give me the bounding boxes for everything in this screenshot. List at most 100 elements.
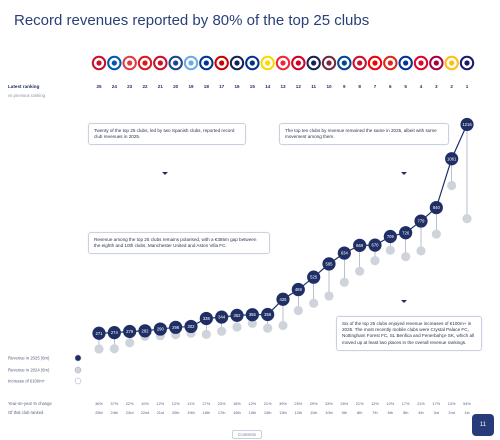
data-label: 279 [126,329,134,334]
footer-row2-label: Of that club ranked [8,410,44,415]
point-2024 [416,246,426,256]
data-label: 670 [372,243,380,248]
data-label: 469 [295,287,303,292]
latest-rank-tick: 1 [466,84,469,89]
callout-record-revenues: Twenty of the top 25 clubs, led by two S… [88,123,246,146]
latest-rank-tick: 18 [204,84,210,89]
latest-rank-tick: 12 [296,84,302,89]
legend-marker [74,377,82,385]
point-2025 [153,322,167,336]
footer-row1-value: 26% [340,401,348,406]
club-crest-icon [280,60,286,66]
footer-row2-value: 7th [372,410,377,415]
latest-rank-tick: 2 [450,84,453,89]
latest-rank-tick: 14 [265,84,271,89]
footer-row1-value: 27% [202,401,210,406]
point-2025 [199,311,213,326]
footer-row1-value: 12% [248,401,256,406]
data-label: 709 [387,234,395,239]
footer-row2-value: 16th [233,410,241,415]
club-crest-icon [203,60,209,66]
data-label: 355 [249,312,257,317]
footer-row2-value: 5th [403,410,408,415]
footer-row1-value: 18% [233,401,241,406]
data-label: 1216 [462,122,472,127]
point-2024 [370,255,380,266]
footer-row2-value: 8th [357,410,362,415]
club-crest-icon [265,60,271,66]
data-label: 840 [433,205,441,210]
footer-row1-value: 23% [218,401,226,406]
callout-top-ten: The top ten clubs by revenue remained th… [279,123,449,146]
legend-marker [74,354,82,362]
data-label: 1061 [447,156,457,161]
footer-row1-value: 29% [310,401,318,406]
point-2024 [293,305,303,316]
latest-rank-tick: 20 [173,84,179,89]
contents-button[interactable]: Contents [232,430,263,439]
point-2024 [247,318,257,328]
data-label: 274 [111,330,119,335]
chevron-down-icon [162,172,168,175]
club-crest-icon [295,60,301,66]
point-2024 [94,344,104,354]
point-2025 [399,226,413,240]
chevron-down-icon [401,172,407,175]
latest-rank-tick: 23 [127,84,133,89]
footer-row2-value: 25th [95,410,103,415]
legend-label: Revenue in 2025 (€m) [8,356,50,361]
footer-row1-value: 54% [463,401,471,406]
footer-row1-value: 12% [172,401,180,406]
point-2024 [263,323,273,333]
footer-row2-value: 11th [310,410,317,415]
point-2025 [322,257,336,271]
legend-label: Revenue in 2024 (€m) [8,368,50,373]
footer-row1-value: 10% [386,401,394,406]
point-2024 [447,180,457,191]
club-crest-icon [311,60,317,66]
point-2025 [184,319,198,334]
footer-row2-value: 18th [203,410,211,415]
point-2025 [261,307,275,322]
club-crest-icon [249,60,255,66]
latest-rank-tick: 8 [358,84,361,89]
point-2025 [291,282,305,297]
point-2025 [215,310,229,324]
footer-row1-value: 11% [187,401,195,406]
point-2025 [383,229,397,244]
club-crest-icon [219,60,225,66]
latest-rank-tick: 17 [219,84,225,89]
point-2024 [201,329,211,339]
club-crest-icon [188,60,194,66]
point-2025 [414,214,428,228]
point-2024 [217,326,227,336]
point-2024 [232,322,242,332]
latest-rank-tick: 21 [158,84,164,89]
footer-row1-value: 12% [371,401,379,406]
footer-row2-value: 9th [342,410,347,415]
point-2024 [309,298,319,308]
point-2024 [462,214,472,224]
data-label: 356 [264,312,272,317]
point-2025 [276,292,290,306]
latest-rank-tick: 5 [404,84,407,89]
footer-row2-value: 12th [295,410,303,415]
point-2024 [339,277,349,287]
latest-ranking-label: Latest ranking [8,84,40,89]
data-label: 271 [96,331,104,336]
latest-rank-tick: 10 [326,84,332,89]
footer-row2-value: 24th [111,410,119,415]
club-crest-icon [418,60,424,66]
club-crest-icon [326,60,332,66]
footer-row2-value: 13th [279,410,287,415]
footer-row1-value: 17% [402,401,410,406]
club-crest-icon [157,60,163,66]
previous-ranking-label: vs previous ranking [8,93,46,98]
footer-row1-value: 17% [432,401,440,406]
data-label: 726 [402,230,410,235]
data-label: 425 [280,297,288,302]
footer-row1-value: 21% [264,401,272,406]
footer-row2-value: 17th [218,410,226,415]
club-crest-icon [127,60,133,66]
